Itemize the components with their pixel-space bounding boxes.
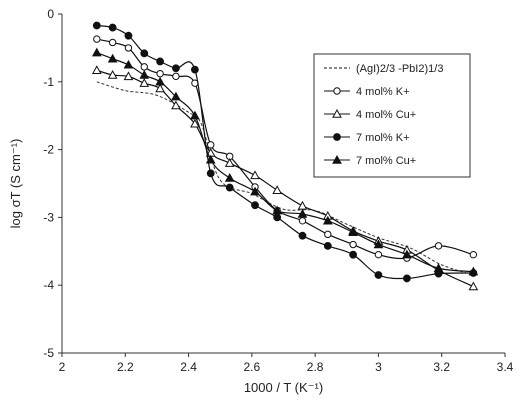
data-point — [139, 78, 150, 87]
legend-item: 7 mol% Cu+ — [324, 154, 416, 167]
data-point — [190, 110, 200, 120]
axes: 2 2.2 2.4 2.6 2.8 3 3.2 3.4 0 -1 -2 -3 -4 -5 — [43, 7, 513, 374]
y-tick-label: -1 — [43, 75, 54, 89]
legend-label: (AgI)2/3 -PbI2)1/3 — [356, 63, 443, 75]
data-point — [332, 154, 342, 164]
x-tick-label: 2.8 — [307, 360, 324, 374]
x-tick-label: 2.6 — [244, 360, 261, 374]
legend-item: 4 mol% K+ — [324, 86, 410, 98]
x-tick-label: 2.2 — [117, 360, 134, 374]
data-point — [323, 241, 332, 250]
data-point — [468, 281, 479, 291]
data-point — [191, 65, 199, 74]
data-point — [225, 183, 234, 192]
data-point — [190, 118, 200, 128]
x-axis-label: 1000 / T (K⁻¹) — [244, 380, 323, 395]
data-point — [273, 213, 282, 222]
legend-label: 4 mol% Cu+ — [356, 109, 416, 121]
y-tick-label: -5 — [43, 346, 54, 360]
data-point — [250, 170, 260, 180]
data-point — [91, 47, 102, 57]
legend: (AgI)2/3 -PbI2)1/3 4 mol% K+ 4 mol% Cu+ 7 m… — [313, 53, 471, 178]
series-5 — [91, 47, 479, 276]
data-point — [333, 87, 341, 95]
y-tick-label: 0 — [47, 7, 54, 21]
data-point — [349, 250, 358, 259]
x-tick-label: 3.2 — [433, 360, 450, 374]
data-point — [107, 69, 118, 79]
data-point — [373, 239, 384, 249]
data-point — [469, 250, 478, 259]
data-point — [140, 49, 149, 58]
x-tick-label: 2 — [59, 360, 66, 374]
data-point — [468, 266, 479, 276]
data-point — [402, 249, 412, 259]
data-point — [93, 35, 101, 43]
data-point — [155, 83, 165, 93]
data-point — [172, 64, 180, 73]
data-point — [156, 69, 164, 78]
series-4 — [92, 21, 478, 283]
data-point — [251, 201, 259, 210]
data-point — [92, 21, 101, 30]
legend-label: 7 mol% Cu+ — [356, 155, 416, 167]
data-point — [172, 72, 180, 81]
data-point — [322, 215, 333, 225]
x-tick-label: 3 — [375, 360, 382, 374]
legend-item: (AgI)2/3 -PbI2)1/3 — [324, 63, 443, 75]
data-point — [332, 108, 342, 118]
x-tick-label: 2.4 — [180, 360, 197, 374]
data-point — [297, 200, 308, 210]
data-point — [298, 231, 307, 240]
data-point — [171, 91, 181, 101]
legend-item: 7 mol% K+ — [324, 132, 410, 144]
data-point — [324, 230, 332, 239]
data-point — [108, 23, 117, 32]
data-point — [155, 76, 165, 86]
data-point — [348, 227, 358, 237]
y-tick-label: -3 — [43, 210, 54, 224]
data-point — [139, 69, 150, 79]
data-point — [205, 154, 216, 164]
data-point — [156, 57, 164, 66]
data-point — [349, 240, 357, 249]
data-point — [108, 38, 117, 47]
data-point — [434, 242, 443, 250]
data-point — [297, 208, 308, 218]
data-point — [206, 169, 215, 178]
data-point — [374, 271, 383, 279]
x-tick-label: 3.4 — [497, 360, 514, 374]
legend-item: 4 mol% Cu+ — [324, 108, 416, 121]
legend-label: 7 mol% K+ — [356, 132, 410, 144]
data-point — [272, 185, 283, 194]
series-layer — [91, 21, 479, 291]
data-point — [207, 141, 215, 149]
data-point — [333, 133, 341, 141]
data-point — [123, 71, 134, 81]
data-point — [91, 65, 102, 74]
series-3 — [91, 65, 479, 291]
data-point — [250, 186, 260, 196]
y-tick-label: -2 — [43, 143, 54, 157]
data-point — [298, 217, 307, 225]
data-point — [272, 205, 283, 215]
data-point — [123, 59, 134, 69]
data-point — [374, 250, 383, 259]
data-point — [107, 53, 118, 63]
data-point — [124, 44, 133, 52]
data-point — [433, 263, 444, 272]
y-tick-label: -4 — [43, 278, 54, 292]
y-axis-label: log σT (S cm⁻¹) — [8, 139, 23, 229]
data-point — [124, 31, 133, 40]
data-point — [171, 100, 181, 110]
data-point — [140, 63, 148, 71]
legend-label: 4 mol% K+ — [356, 86, 410, 98]
data-point — [403, 274, 411, 283]
data-point — [224, 173, 235, 182]
data-point — [224, 158, 235, 167]
